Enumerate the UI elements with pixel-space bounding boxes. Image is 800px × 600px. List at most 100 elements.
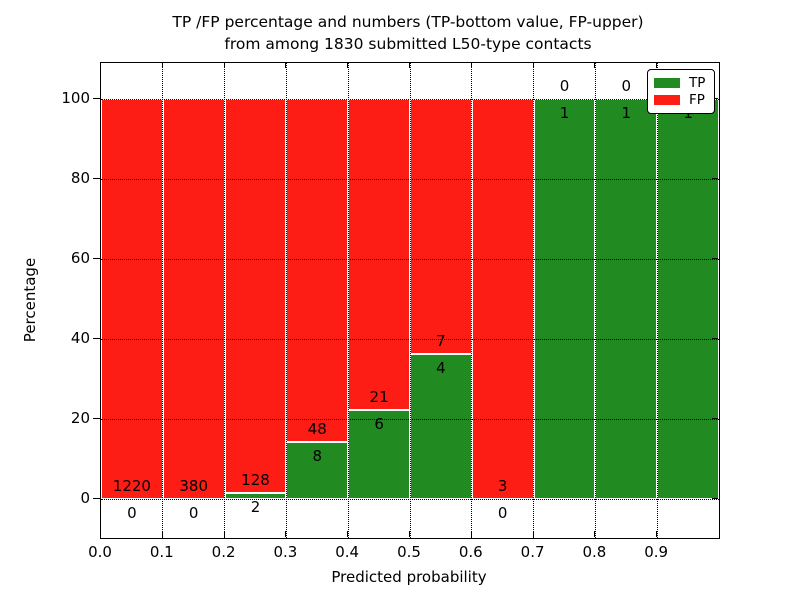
- horizontal-gridline: [101, 499, 719, 500]
- vertical-gridline: [285, 63, 287, 538]
- tp-count-label: 1: [559, 104, 570, 122]
- y-tick-label: 40: [70, 329, 90, 347]
- x-axis-tick: [409, 531, 410, 537]
- x-tick-label: 0.0: [88, 543, 112, 561]
- tp-count-label: 2: [250, 497, 261, 516]
- x-tick-label: 0.1: [149, 543, 174, 561]
- y-tick-label: 100: [61, 89, 90, 107]
- top-spine-tick: [161, 62, 163, 68]
- bar-segment-fp: [348, 99, 410, 411]
- y-axis-tick: [93, 178, 100, 179]
- top-spine-tick: [532, 62, 534, 68]
- top-spine-tick: [594, 62, 596, 68]
- legend-swatch-tp: [654, 77, 680, 88]
- bar-segment-fp: [286, 99, 349, 442]
- fp-count-label: 1220: [112, 477, 151, 495]
- fp-count-label: 128: [241, 470, 270, 489]
- x-tick-label: 0.3: [273, 543, 298, 561]
- top-spine-tick: [470, 62, 472, 68]
- bar-segment-tp: [410, 353, 472, 499]
- y-tick-label: 0: [80, 489, 90, 507]
- fp-count-label: 21: [369, 388, 389, 407]
- x-axis-tick: [223, 531, 225, 537]
- tp-count-label: 0: [127, 504, 137, 522]
- fp-count-label: 0: [559, 77, 570, 95]
- vertical-gridline: [347, 63, 349, 538]
- top-spine-tick: [285, 62, 287, 68]
- vertical-gridline: [656, 63, 658, 538]
- y-axis-label: Percentage: [21, 257, 39, 343]
- tp-count-label: 0: [497, 504, 508, 522]
- y-axis-tick: [93, 418, 100, 419]
- vertical-gridline: [533, 63, 535, 538]
- tp-count-label: 6: [374, 415, 384, 434]
- horizontal-gridline: [101, 339, 719, 340]
- x-axis-tick: [656, 531, 658, 537]
- y-tick-label: 80: [70, 169, 90, 187]
- horizontal-gridline: [101, 419, 719, 420]
- legend-row: FP: [654, 93, 708, 107]
- x-axis-label: Predicted probability: [331, 568, 487, 586]
- bar-segment-tp: [595, 99, 658, 499]
- chart-title-line2: from among 1830 submitted L50-type conta…: [224, 35, 592, 53]
- chart-title-line1: TP /FP percentage and numbers (TP-bottom…: [172, 13, 644, 31]
- horizontal-gridline: [101, 99, 719, 100]
- x-tick-label: 0.5: [397, 543, 421, 561]
- fp-count-label: 380: [179, 477, 209, 495]
- x-axis-tick: [100, 531, 101, 537]
- y-axis-tick: [93, 98, 100, 99]
- y-tick-label: 60: [70, 249, 90, 267]
- bar-segment-tp: [348, 410, 410, 499]
- x-tick-label: 0.9: [644, 543, 669, 561]
- top-spine-tick: [223, 62, 225, 68]
- legend-label-fp: FP: [689, 92, 705, 109]
- bar-segment-fp: [162, 99, 225, 499]
- fp-count-label: 0: [621, 77, 632, 95]
- top-spine-tick: [409, 62, 410, 68]
- top-spine-tick: [656, 62, 658, 68]
- bar-segment-tp: [533, 99, 596, 499]
- vertical-gridline: [471, 63, 473, 538]
- fp-count-label: 3: [497, 477, 508, 495]
- y-tick-label: 20: [70, 409, 90, 427]
- x-tick-label: 0.4: [335, 543, 360, 561]
- tp-count-label: 4: [436, 358, 446, 377]
- x-axis-tick: [470, 531, 472, 537]
- x-tick-label: 0.2: [211, 543, 236, 561]
- top-spine-tick: [347, 62, 349, 68]
- legend-swatch-fp: [654, 95, 680, 106]
- legend-row: TP: [654, 76, 708, 90]
- x-axis-tick: [285, 531, 287, 537]
- tp-count-label: 0: [188, 504, 199, 522]
- x-axis-tick: [594, 531, 596, 537]
- bar-segment-fp: [224, 99, 287, 493]
- vertical-gridline: [409, 63, 411, 538]
- vertical-gridline: [224, 63, 226, 538]
- right-spine-tick: [712, 418, 718, 419]
- x-tick-label: 0.6: [458, 543, 483, 561]
- bar-segment-tp: [657, 99, 719, 499]
- right-spine-tick: [712, 258, 718, 259]
- x-tick-label: 0.8: [582, 543, 607, 561]
- fp-count-label: 48: [307, 419, 327, 438]
- tp-count-label: 1: [621, 104, 632, 122]
- legend: TP FP: [647, 69, 715, 114]
- fp-count-label: 7: [436, 331, 446, 350]
- y-axis-tick: [93, 338, 100, 339]
- tp-count-label: 8: [312, 446, 323, 465]
- x-axis-tick: [161, 531, 163, 537]
- bar-segment-fp: [471, 99, 534, 499]
- x-axis-tick: [347, 531, 349, 537]
- x-axis-tick: [532, 531, 534, 537]
- x-tick-label: 0.7: [520, 543, 545, 561]
- legend-label-tp: TP: [689, 74, 706, 91]
- right-spine-tick: [712, 178, 718, 179]
- right-spine-tick: [712, 98, 718, 99]
- vertical-gridline: [162, 63, 164, 538]
- horizontal-gridline: [101, 259, 719, 260]
- horizontal-gridline: [101, 179, 719, 180]
- bar-segment-fp: [410, 99, 472, 354]
- right-spine-tick: [712, 338, 718, 339]
